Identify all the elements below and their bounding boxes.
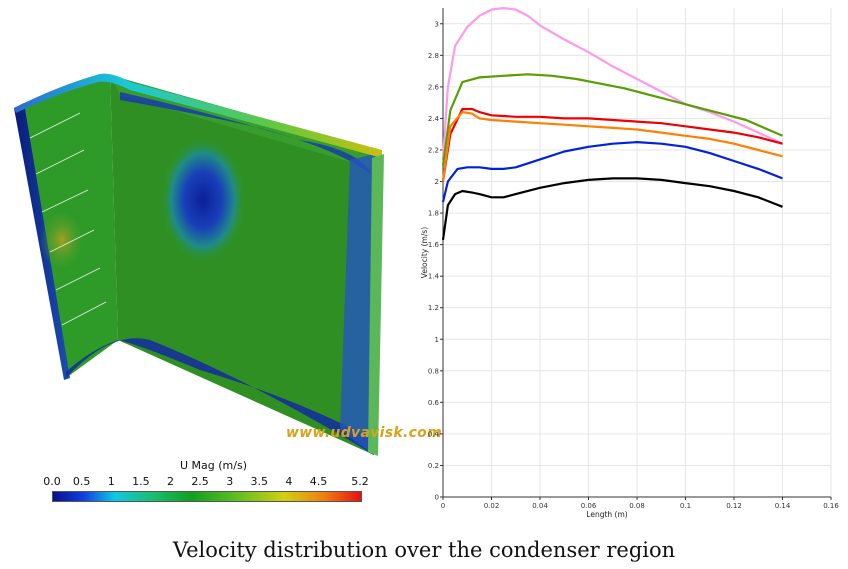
- y-tick-label: 1.4: [428, 273, 440, 281]
- y-tick-label: 3: [435, 20, 439, 28]
- x-tick-label: 0.12: [726, 502, 742, 510]
- x-tick-label: 0.02: [484, 502, 500, 510]
- condenser-surface-render: [14, 73, 384, 456]
- x-tick-label: 0.14: [775, 502, 791, 510]
- x-tick-label: 0.08: [629, 502, 645, 510]
- warm-spot: [40, 210, 84, 270]
- series-line-5: [441, 141, 783, 203]
- x-tick-label: 0.16: [823, 502, 839, 510]
- y-tick-label: 0.4: [428, 430, 440, 438]
- series-line-3: [441, 107, 783, 182]
- series-line-4: [441, 111, 783, 182]
- x-tick-label: 0.04: [532, 502, 548, 510]
- y-tick-label: 1: [435, 336, 439, 344]
- colorbar-tick-label: 4: [285, 475, 293, 488]
- y-tick-label: 2: [435, 178, 439, 186]
- colorbar-tick-label: 3.5: [250, 475, 269, 488]
- y-tick-label: 1.2: [428, 304, 439, 312]
- colorbar-tick-label: 0.5: [72, 475, 91, 488]
- y-tick-label: 2.2: [428, 146, 439, 154]
- probe-lines: [29, 112, 107, 326]
- y-tick-label: 2.4: [428, 115, 440, 123]
- velocity-chart-panel: 0 0.2 0.4 0.6 0.8 1 1.2 1.4 1.6 1.8 2 2.2 2.4 2.6 2.8 3…: [405, 0, 848, 525]
- lower-blue-band: [66, 338, 374, 455]
- colorbar-tick-label: 2: [166, 475, 174, 488]
- colorbar-tick-label: 2.5: [191, 475, 209, 488]
- velocity-line-chart: 0 0.2 0.4 0.6 0.8 1 1.2 1.4 1.6 1.8 2 2.2 2.4 2.6 2.8 3…: [420, 6, 839, 519]
- colorbar-tick-label: 1.5: [132, 475, 150, 488]
- x-tick-label: 0.06: [581, 502, 597, 510]
- x-axis-label: Length (m): [586, 510, 627, 519]
- vortex-region: [161, 138, 245, 262]
- colorbar: [52, 491, 362, 502]
- series-line-1: [441, 6, 783, 158]
- cfd-render-panel: [0, 0, 400, 520]
- y-tick-label: 2.6: [428, 83, 440, 91]
- figure-caption: Velocity distribution over the condenser…: [172, 538, 676, 562]
- y-axis-label: Velocity (m/s): [420, 227, 429, 278]
- series-line-6: [441, 177, 783, 241]
- x-tick-label: 0.1: [680, 502, 691, 510]
- y-tick-label: 1.8: [428, 210, 439, 218]
- upper-vortex-band: [120, 92, 372, 175]
- colorbar-tick-label: 5.2: [351, 475, 369, 488]
- y-tick-label: 1.6: [428, 241, 440, 249]
- colorbar-tick-label: 1: [107, 475, 115, 488]
- colorbar-tick-label: 4.5: [309, 475, 328, 488]
- colorbar-title: U Mag (m/s): [180, 459, 247, 472]
- y-tick-label: 0.2: [428, 462, 439, 470]
- y-tick-label: 0.8: [428, 367, 439, 375]
- watermark: www.udvavisk.com: [286, 425, 442, 441]
- right-rim: [368, 154, 384, 456]
- colorbar-tick-label: 0.0: [43, 475, 61, 488]
- series-line-2: [441, 73, 783, 166]
- colorbar-tick-label: 3: [226, 475, 234, 488]
- y-tick-label: 0: [435, 494, 439, 502]
- x-tick-label: 0: [441, 502, 445, 510]
- y-tick-label: 0.6: [428, 399, 440, 407]
- y-tick-label: 2.8: [428, 52, 439, 60]
